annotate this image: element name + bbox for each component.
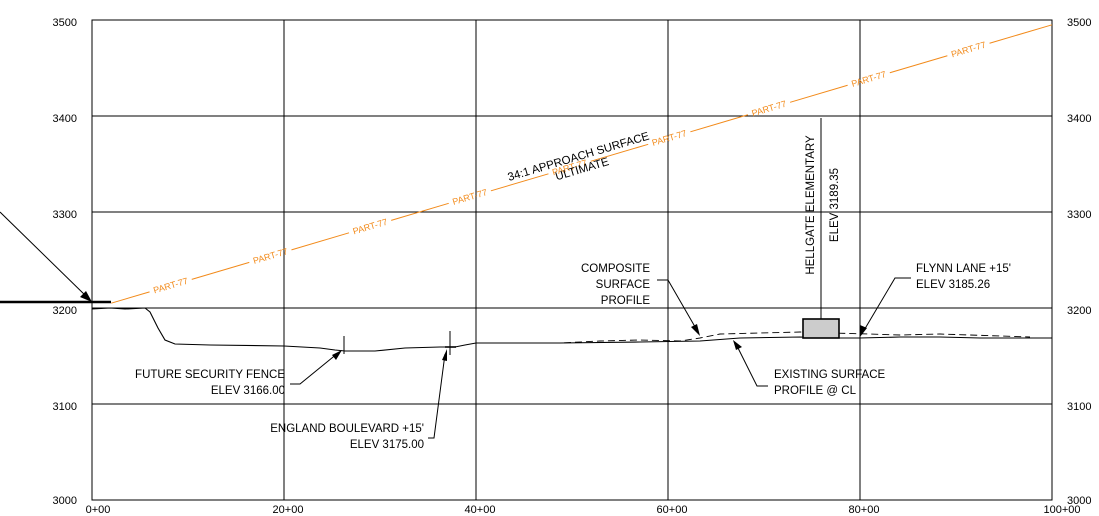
approach-surface-segment bbox=[391, 202, 449, 221]
flynn-leader bbox=[862, 277, 911, 333]
composite-arrowhead bbox=[691, 324, 700, 336]
y-tick-left: 3300 bbox=[53, 209, 77, 221]
y-tick-left: 3000 bbox=[53, 495, 77, 507]
england-label-line1: ENGLAND BOULEVARD +15' bbox=[270, 423, 424, 435]
approach-surface-segment bbox=[191, 261, 250, 280]
grid bbox=[91, 19, 1053, 501]
composite-leader bbox=[657, 279, 699, 333]
x-tick: 100+00 bbox=[1043, 504, 1080, 516]
approach-surface-segment bbox=[889, 55, 948, 74]
part77-label: PART-77 bbox=[850, 69, 887, 89]
part77-label: PART-77 bbox=[252, 246, 289, 266]
y-tick-left: 3500 bbox=[53, 17, 77, 29]
y-tick-right: 3000 bbox=[1067, 495, 1091, 507]
approach-surface-segment bbox=[989, 24, 1053, 44]
y-tick-left: 3200 bbox=[53, 305, 77, 317]
composite-label-line2: SURFACE bbox=[596, 279, 651, 291]
england-leader bbox=[428, 353, 446, 439]
approach-surface-segment bbox=[291, 232, 350, 251]
hellgate-elementary: HELLGATE ELEMENTARY ELEV 3189.35 bbox=[802, 118, 841, 339]
runway-end bbox=[0, 211, 111, 304]
y-tick-left: 3100 bbox=[53, 401, 77, 413]
y-tick-right: 3400 bbox=[1067, 113, 1091, 125]
composite-surface-profile bbox=[91, 307, 1052, 352]
approach-surface-title: 34:1 APPROACH SURFACE ULTIMATE bbox=[506, 130, 651, 183]
approach-surface-segment bbox=[690, 114, 749, 133]
x-tick: 40+00 bbox=[465, 504, 496, 516]
school-name: HELLGATE ELEMENTARY bbox=[805, 135, 817, 275]
existing-surface-profile bbox=[476, 331, 1031, 344]
existing-arrowhead bbox=[733, 340, 742, 350]
part77-label: PART-77 bbox=[651, 128, 688, 148]
y-tick-right: 3500 bbox=[1067, 17, 1091, 29]
england-boulevard: ENGLAND BOULEVARD +15' ELEV 3175.00 bbox=[270, 331, 456, 451]
existing-label: EXISTING SURFACE PROFILE @ CL bbox=[733, 340, 886, 397]
composite-label-line1: COMPOSITE bbox=[581, 263, 650, 275]
school-elev: ELEV 3189.35 bbox=[829, 168, 841, 242]
y-axis-right: 3500 3400 3300 3200 3100 3000 bbox=[1067, 17, 1091, 507]
part77-label: PART-77 bbox=[352, 217, 389, 237]
existing-label-line1: EXISTING SURFACE bbox=[774, 369, 886, 381]
approach-surface-segment bbox=[789, 84, 848, 103]
fence-arrowhead bbox=[332, 350, 342, 360]
x-tick: 0+00 bbox=[86, 504, 111, 516]
part77-label: PART-77 bbox=[750, 99, 787, 119]
approach-surface-segment bbox=[111, 291, 150, 304]
part77-label: PART-77 bbox=[152, 276, 189, 296]
x-tick: 60+00 bbox=[657, 504, 688, 516]
existing-label-line2: PROFILE @ CL bbox=[774, 385, 857, 397]
x-tick: 80+00 bbox=[849, 504, 880, 516]
building-icon bbox=[802, 318, 840, 339]
flynn-label-line1: FLYNN LANE +15' bbox=[916, 263, 1011, 275]
y-tick-right: 3200 bbox=[1067, 305, 1091, 317]
part77-label: PART-77 bbox=[950, 40, 987, 60]
fence-label-line1: FUTURE SECURITY FENCE bbox=[135, 369, 285, 381]
security-fence: FUTURE SECURITY FENCE ELEV 3166.00 bbox=[135, 336, 345, 397]
flynn-label-line2: ELEV 3185.26 bbox=[916, 279, 990, 291]
england-arrowhead bbox=[442, 349, 447, 361]
fence-leader bbox=[290, 352, 339, 385]
flynn-arrowhead bbox=[860, 325, 867, 337]
x-tick: 20+00 bbox=[273, 504, 304, 516]
plot-frame bbox=[91, 19, 1053, 501]
y-axis-left: 3500 3400 3300 3200 3100 3000 bbox=[53, 17, 77, 507]
x-axis: 0+00 20+00 40+00 60+00 80+00 100+00 bbox=[86, 504, 1081, 516]
existing-leader bbox=[735, 343, 768, 387]
fence-label-line2: ELEV 3166.00 bbox=[211, 385, 285, 397]
part77-label: PART-77 bbox=[451, 187, 488, 207]
approach-surface-segment bbox=[590, 143, 649, 162]
approach-surface-segment bbox=[490, 173, 549, 192]
runway-end-arrowhead bbox=[80, 291, 92, 302]
england-label-line2: ELEV 3175.00 bbox=[350, 439, 424, 451]
composite-label: COMPOSITE SURFACE PROFILE bbox=[581, 263, 700, 336]
composite-label-line3: PROFILE bbox=[601, 295, 651, 307]
runway-end-leader bbox=[0, 211, 89, 299]
flynn-lane: FLYNN LANE +15' ELEV 3185.26 bbox=[860, 263, 1011, 337]
y-tick-right: 3300 bbox=[1067, 209, 1091, 221]
y-tick-right: 3100 bbox=[1067, 401, 1091, 413]
y-tick-left: 3400 bbox=[53, 113, 77, 125]
